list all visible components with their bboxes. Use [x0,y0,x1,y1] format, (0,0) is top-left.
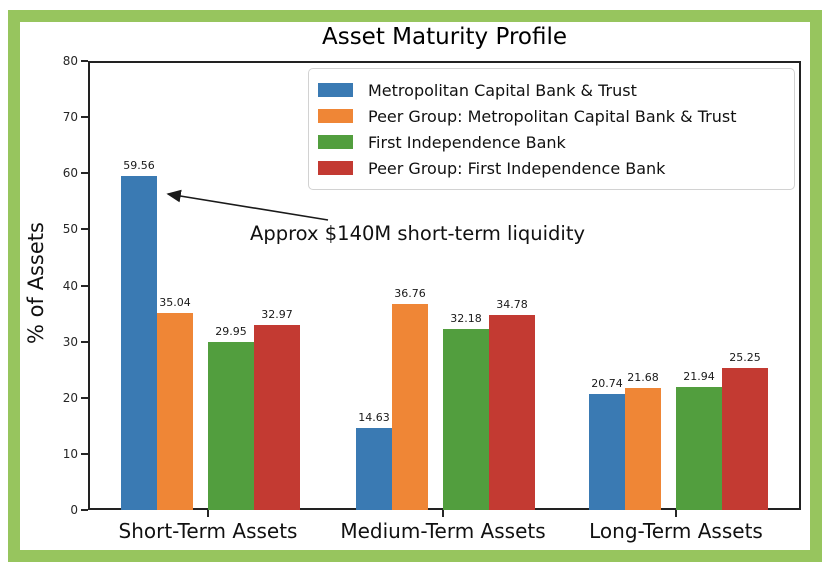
x-tick-mark [675,510,677,517]
bar-value-label: 25.25 [729,351,761,365]
bar-value-label: 20.74 [591,376,623,390]
legend-swatch [318,135,353,149]
bar [121,175,157,510]
bar [489,314,535,510]
bar [443,329,489,510]
bar [208,341,254,510]
bar-value-label: 34.78 [496,297,528,311]
y-tick-label: 50 [62,222,78,237]
bar-value-label: 32.18 [450,312,482,326]
y-tick-mark [81,340,88,343]
y-tick-label: 0 [70,503,78,517]
bar [157,313,193,510]
bar-value-label: 21.94 [683,369,715,383]
y-tick-mark [81,284,88,287]
bar-value-label: 21.68 [627,371,659,385]
legend-label: Peer Group: Metropolitan Capital Bank & … [368,106,737,126]
legend-swatch [318,109,353,123]
bar-value-label: 32.97 [261,307,293,321]
bar-value-label: 14.63 [358,410,390,424]
bar [589,393,625,510]
legend-item: Peer Group: First Independence Bank [318,155,780,181]
y-tick-mark [81,228,88,231]
bar-value-label: 59.56 [123,158,155,172]
legend-swatch [318,161,353,175]
y-tick-label: 80 [62,54,78,68]
bar [625,388,661,510]
bar [676,386,722,510]
bar-value-label: 35.04 [159,296,191,310]
legend-label: First Independence Bank [368,132,566,152]
y-tick-label: 30 [62,334,78,349]
bar-value-label: 29.95 [215,324,247,338]
y-tick-label: 10 [62,446,78,461]
y-tick-label: 70 [62,110,78,125]
y-tick-mark [81,116,88,119]
annotation-text: Approx $140M short-term liquidity [250,222,586,245]
y-tick-mark [81,172,88,175]
y-tick-mark [81,452,88,455]
chart-title: Asset Maturity Profile [321,24,567,50]
y-tick-mark [81,509,88,511]
bar [392,303,428,510]
bar [722,368,768,510]
bar [254,324,300,510]
legend-label: Peer Group: First Independence Bank [368,158,666,178]
legend-swatch [318,83,353,97]
x-tick-mark [442,510,444,517]
y-tick-mark [81,60,88,62]
legend-label: Metropolitan Capital Bank & Trust [368,80,637,100]
y-tick-mark [81,396,88,399]
x-tick-mark [207,510,209,517]
x-tick-label: Long-Term Assets [589,519,763,543]
y-tick-label: 20 [62,390,78,405]
legend-item: Metropolitan Capital Bank & Trust [318,77,780,103]
y-tick-label: 60 [62,166,78,181]
y-tick-label: 40 [62,278,78,293]
bar [356,427,392,510]
legend-item: First Independence Bank [318,129,780,155]
bar-value-label: 36.76 [394,286,426,300]
legend-item: Peer Group: Metropolitan Capital Bank & … [318,103,780,129]
legend: Metropolitan Capital Bank & Trust Peer Gr… [308,68,795,190]
x-tick-label: Short-Term Assets [118,519,298,543]
x-tick-label: Medium-Term Assets [340,519,546,543]
